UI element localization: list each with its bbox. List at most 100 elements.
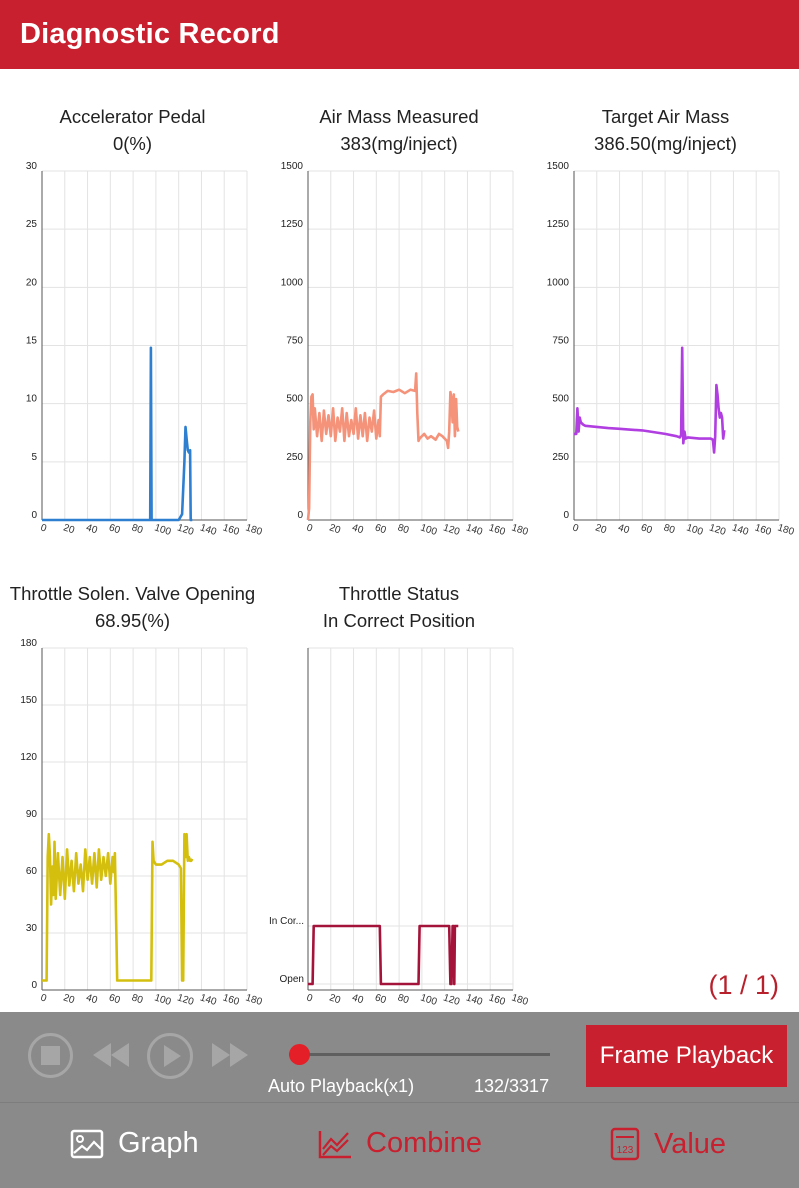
y-tick-label: 500 [286,394,303,405]
playback-slider[interactable] [289,1053,550,1056]
y-tick-label: 0 [31,510,37,521]
chart-throttle-status: Throttle Status In Correct Position 0 20 4… [266,579,532,1012]
y-tick-label: 250 [552,452,569,463]
x-tick-label: 40 [617,522,631,536]
frame-playback-button[interactable]: Frame Playback [586,1025,787,1087]
x-tick-label: 160 [221,522,241,538]
y-tick-label: 750 [286,336,303,347]
x-tick-label: 100 [685,522,705,538]
playback-controls: Auto Playback(x1) 132/3317 Frame Playbac… [0,1012,799,1102]
x-tick-label: 40 [351,992,365,1006]
tab-graph-label: Graph [118,1127,199,1159]
x-tick-label: 20 [62,522,76,536]
tab-graph[interactable]: Graph [70,1127,199,1160]
x-tick-label: 0 [305,522,314,534]
page-indicator: (1 / 1) [708,970,779,1000]
y-tick-label: 1250 [281,219,304,230]
play-icon[interactable] [146,1032,194,1085]
y-tick-label: 1000 [281,277,304,288]
tab-combine[interactable]: Combine [318,1127,482,1160]
y-tick-label: 30 [26,161,38,172]
x-tick-label: 60 [373,522,387,536]
x-tick-label: 140 [199,992,219,1008]
series-line [42,346,193,522]
x-tick-label: 120 [176,992,196,1008]
x-tick-label: 140 [199,522,219,538]
fast-forward-icon[interactable] [210,1040,250,1075]
y-tick-label: 10 [26,394,38,405]
x-tick-label: 80 [396,522,410,536]
y-tick-label: 25 [26,219,38,230]
auto-playback-label: Auto Playback(x1) [268,1076,415,1096]
x-tick-label: 80 [130,992,144,1006]
chart-value: 0(%) [112,133,153,154]
bottom-tab-bar: Graph Combine 123 Value [0,1102,799,1188]
chart-accelerator-pedal: Accelerator Pedal 0(%) 0 20 40 60 80 100 120 14… [0,102,265,552]
x-tick-label: 120 [442,522,462,538]
image-icon [70,1129,104,1159]
y-tick-label: 1250 [547,219,570,230]
y-tick-label: 0 [297,510,303,521]
x-tick-label: 180 [244,992,264,1008]
x-tick-label: 180 [776,522,796,538]
y-tick-label: 0 [563,510,569,521]
chart-icon [318,1129,352,1159]
x-tick-label: 0 [305,992,314,1004]
y-tick-label: 500 [552,394,569,405]
y-tick-label: 5 [31,452,37,463]
y-tick-label: 20 [26,277,38,288]
y-tick-label: 750 [552,336,569,347]
x-tick-label: 180 [510,992,530,1008]
y-tick-label: In Cor... [269,916,304,927]
series-line [308,924,459,986]
playback-slider-handle[interactable] [288,1044,310,1065]
x-tick-label: 140 [465,992,485,1008]
x-tick-label: 160 [753,522,773,538]
x-tick-label: 120 [708,522,728,538]
chart-value: 383(mg/inject) [340,133,458,154]
x-tick-label: 0 [39,992,48,1004]
chart-value: 386.50(mg/inject) [594,133,737,154]
y-tick-label: 1500 [547,161,570,172]
series-line [574,346,726,454]
title-bar: Diagnostic Record [0,0,799,69]
x-tick-label: 60 [107,522,121,536]
y-tick-label: 120 [20,752,37,763]
y-tick-label: 15 [26,336,38,347]
x-tick-label: 140 [731,522,751,538]
x-tick-label: 160 [221,992,241,1008]
y-tick-label: 1000 [547,277,570,288]
x-tick-label: 0 [571,522,580,534]
chart-throttle-valve-opening: Throttle Solen. Valve Opening 68.95(%) 0… [0,579,265,1012]
chart-value: 68.95(%) [94,610,171,631]
chart-value: In Correct Position [322,610,476,631]
chart-title: Throttle Solen. Valve Opening [9,583,256,604]
chart-plot: 0 20 40 60 80 100 120 140 160 180 Open In Cor... [269,647,530,1008]
x-tick-label: 180 [510,522,530,538]
x-tick-label: 80 [130,522,144,536]
x-tick-label: 160 [487,522,507,538]
svg-text:123: 123 [617,1145,634,1156]
chart-title: Throttle Status [338,583,460,604]
x-tick-label: 40 [85,522,99,536]
x-tick-label: 180 [244,522,264,538]
stop-icon[interactable] [27,1032,74,1084]
x-tick-label: 20 [328,992,342,1006]
tab-value[interactable]: 123 Value [610,1127,726,1161]
x-tick-label: 40 [351,522,365,536]
x-tick-label: 0 [39,522,48,534]
chart-plot: 0 20 40 60 80 100 120 140 160 180 0 250 500 750 1000 12… [547,161,796,538]
calculator-icon: 123 [610,1127,640,1161]
x-tick-label: 20 [594,522,608,536]
chart-air-mass-measured: Air Mass Measured 383(mg/inject) 0 20 40 60… [266,102,532,552]
series-line [306,372,460,521]
y-tick-label: 180 [20,638,37,649]
y-tick-label: 60 [26,866,38,877]
rewind-icon[interactable] [91,1040,131,1075]
chart-title: Air Mass Measured [319,106,479,127]
x-tick-label: 60 [107,992,121,1006]
y-tick-label: 90 [26,809,38,820]
chart-title: Accelerator Pedal [59,106,206,127]
y-tick-label: 250 [286,452,303,463]
